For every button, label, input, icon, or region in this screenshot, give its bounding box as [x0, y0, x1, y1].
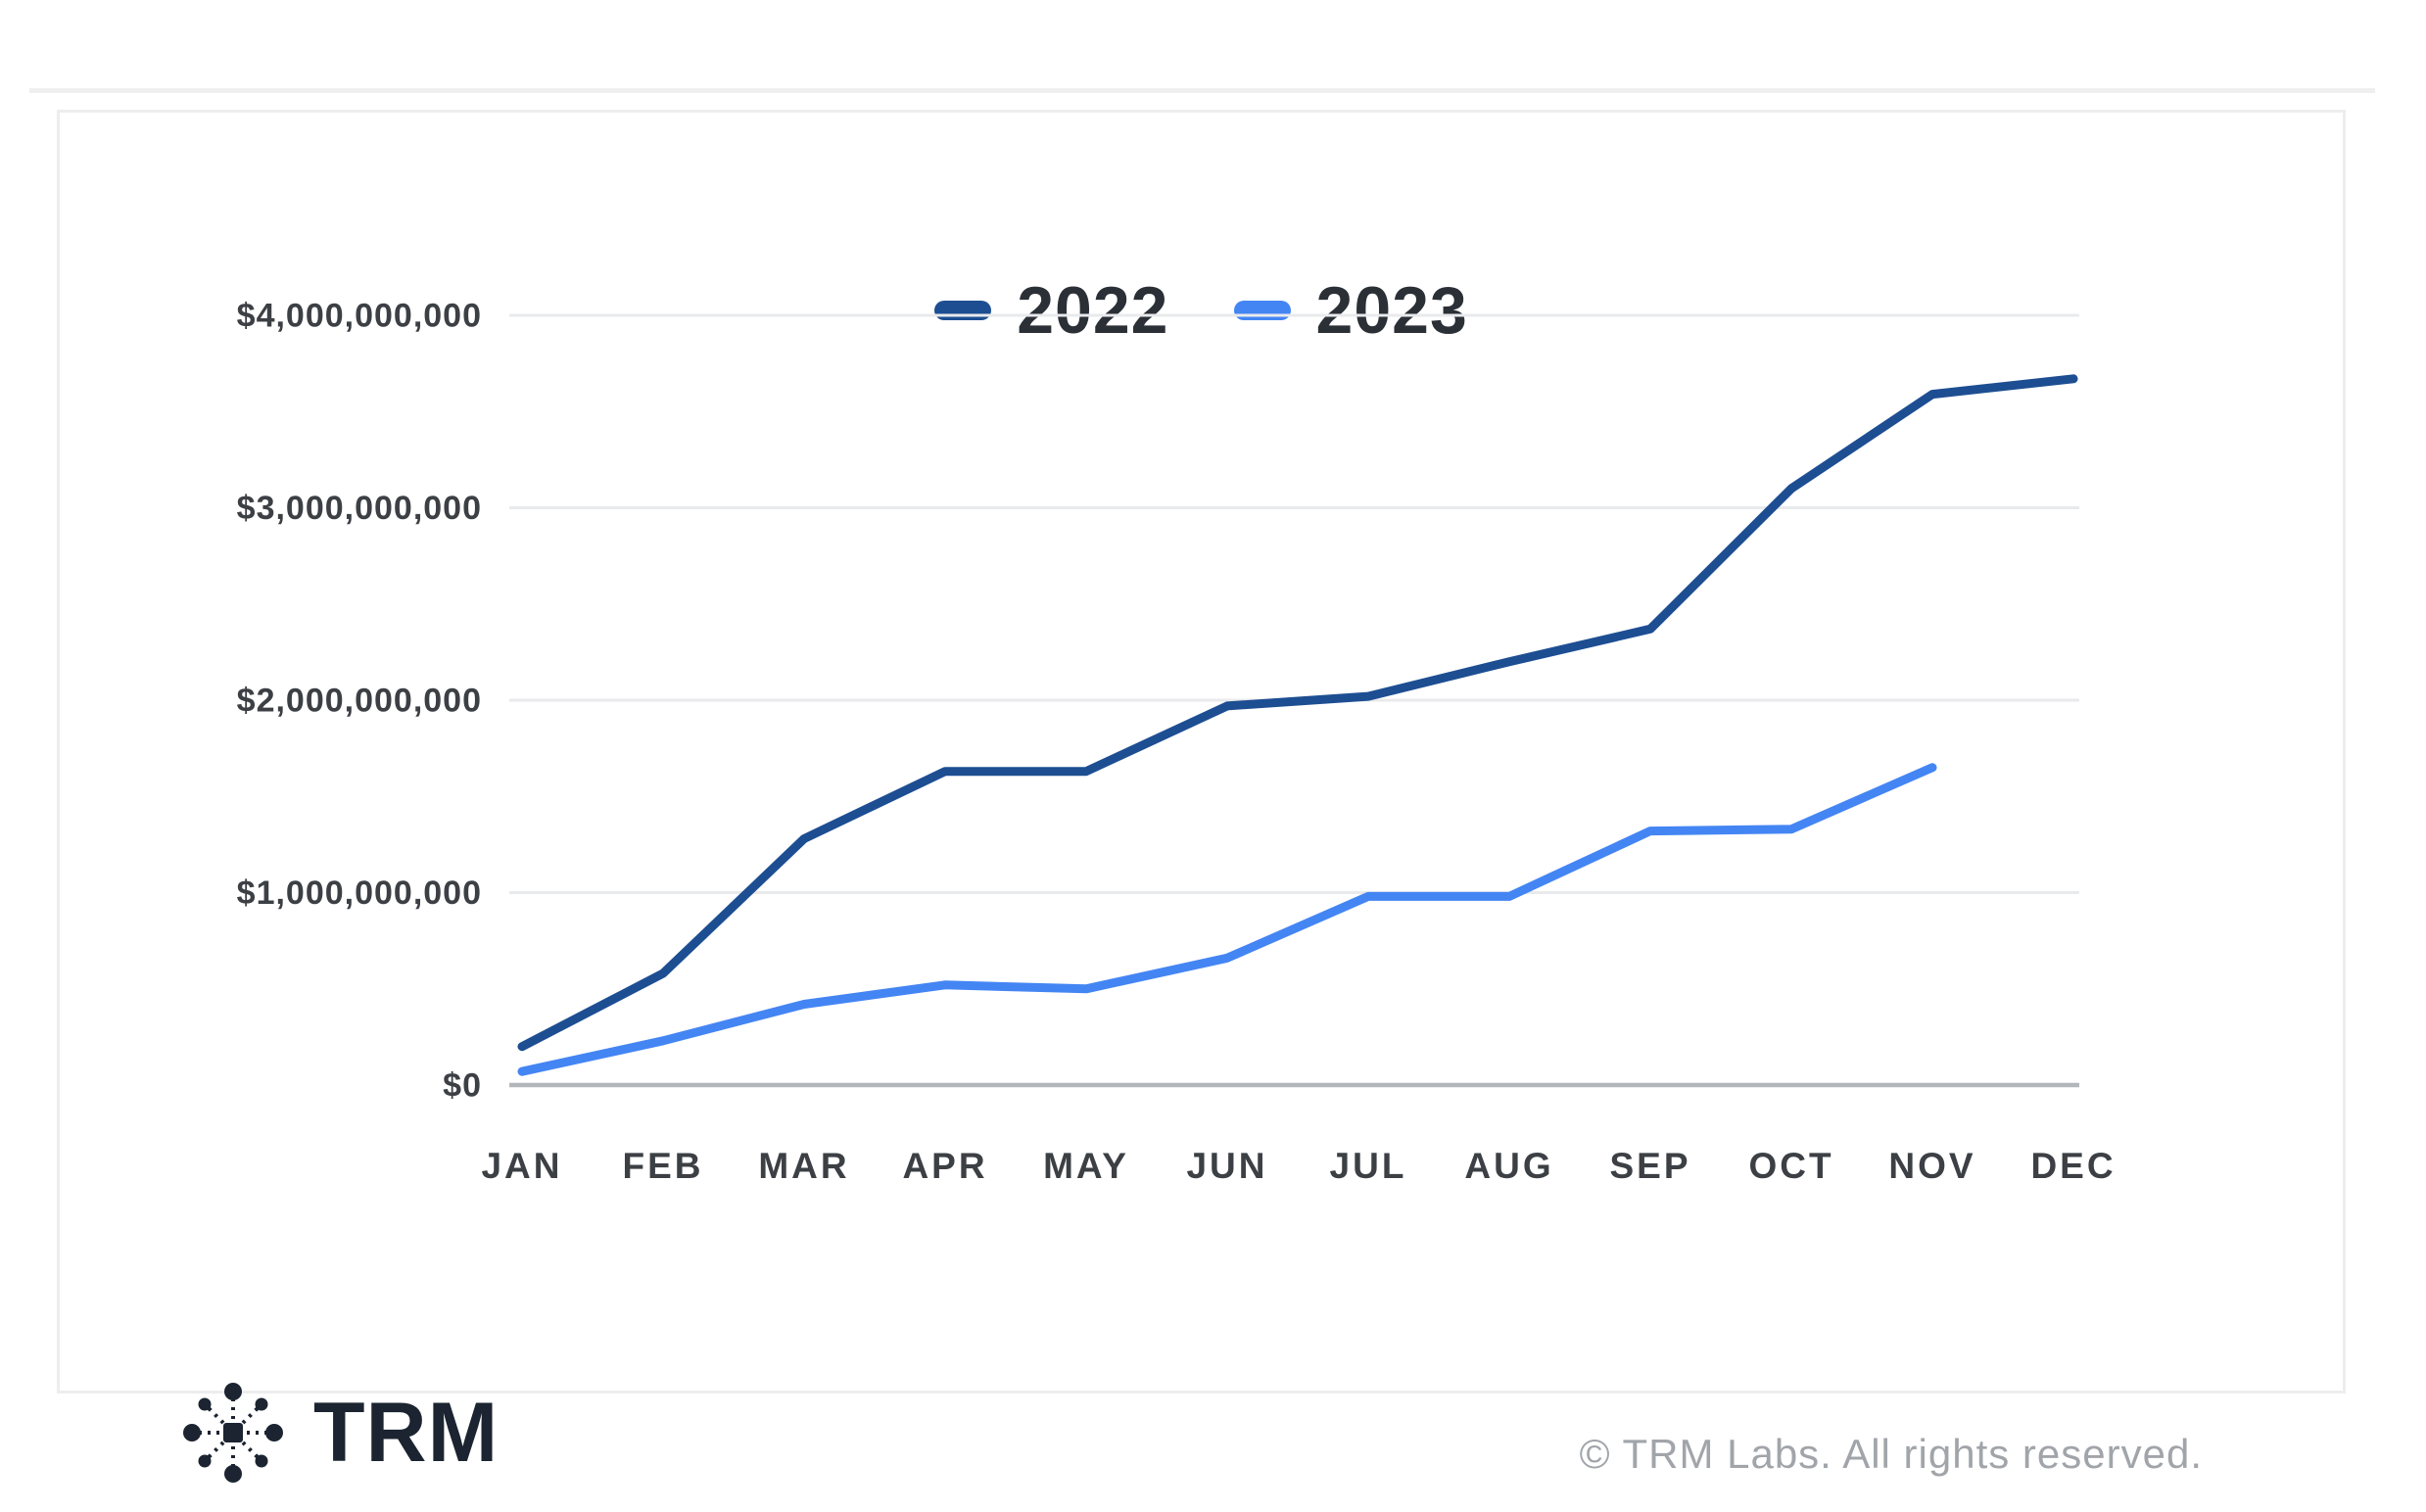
chart-card: 2022 2023 — [57, 110, 2346, 1483]
trm-logo-text: TRM — [313, 1386, 499, 1480]
trm-logo: TRM — [182, 1382, 499, 1484]
chart-legend: 2022 2023 — [60, 277, 2343, 344]
legend-label-2022: 2022 — [1017, 273, 1169, 348]
copyright-text: © TRM Labs. All rights reserved. — [1579, 1431, 2203, 1477]
legend-swatch-2022 — [934, 301, 992, 320]
legend-item-2023[interactable]: 2023 — [1233, 273, 1468, 348]
legend-swatch-2023 — [1233, 301, 1291, 320]
legend-label-2023: 2023 — [1315, 273, 1468, 348]
page-divider — [29, 88, 2375, 93]
legend-item-2022[interactable]: 2022 — [934, 277, 1168, 344]
trm-snowflake-icon — [183, 1383, 283, 1483]
